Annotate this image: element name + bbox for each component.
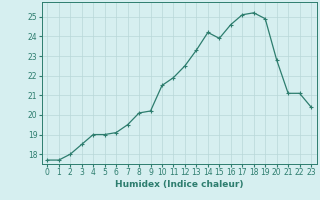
X-axis label: Humidex (Indice chaleur): Humidex (Indice chaleur) — [115, 180, 244, 189]
